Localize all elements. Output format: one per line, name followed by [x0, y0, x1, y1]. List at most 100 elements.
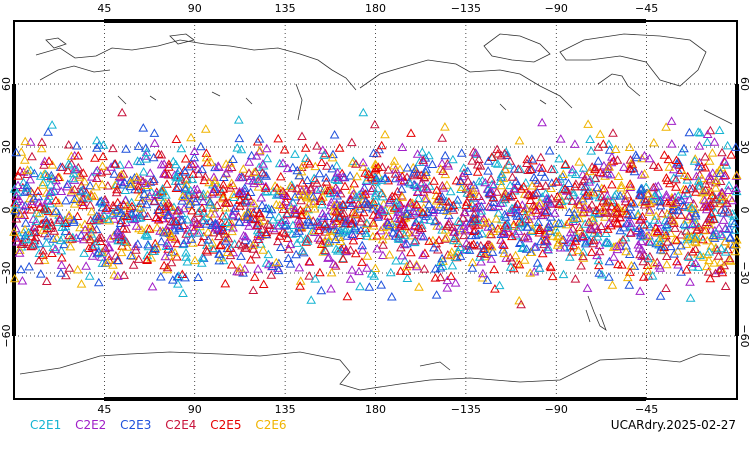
- occultation-marker: [253, 264, 263, 273]
- occultation-marker: [332, 246, 343, 255]
- occultation-marker: [336, 244, 347, 253]
- legend-item-c2e3: C2E3: [120, 418, 152, 432]
- occultation-marker: [499, 209, 510, 219]
- occultation-marker: [472, 215, 483, 224]
- occultation-marker: [254, 134, 265, 143]
- occultation-marker: [140, 230, 151, 239]
- occultation-marker: [11, 199, 21, 209]
- occultation-marker: [37, 180, 48, 189]
- occultation-marker: [458, 163, 469, 172]
- occultation-marker: [78, 168, 89, 177]
- occultation-marker: [73, 150, 84, 160]
- occultation-marker: [113, 235, 124, 245]
- occultation-marker: [641, 196, 651, 205]
- occultation-marker: [621, 208, 632, 218]
- occultation-marker: [580, 219, 591, 228]
- occultation-marker: [443, 219, 454, 229]
- occultation-marker: [338, 254, 348, 263]
- occultation-marker: [9, 227, 19, 236]
- occultation-marker: [65, 213, 76, 223]
- occultation-marker: [370, 164, 381, 174]
- occultation-marker: [156, 159, 167, 169]
- occultation-marker: [320, 227, 331, 236]
- occultation-marker: [590, 173, 601, 182]
- occultation-marker: [538, 210, 548, 220]
- occultation-marker: [64, 210, 74, 219]
- occultation-marker: [268, 214, 278, 224]
- occultation-marker: [493, 148, 503, 158]
- occultation-marker: [427, 159, 438, 168]
- occultation-marker: [376, 204, 387, 214]
- occultation-marker: [419, 172, 430, 182]
- occultation-marker: [592, 231, 603, 241]
- occultation-marker: [90, 239, 101, 249]
- occultation-marker: [633, 209, 643, 218]
- occultation-marker: [16, 147, 27, 156]
- occultation-marker: [435, 272, 446, 282]
- occultation-marker: [313, 233, 324, 242]
- occultation-marker: [491, 213, 502, 223]
- occultation-marker: [63, 139, 74, 149]
- occultation-marker: [561, 195, 572, 204]
- occultation-marker: [190, 196, 201, 206]
- occultation-marker: [218, 193, 228, 203]
- occultation-marker: [440, 150, 451, 160]
- occultation-marker: [429, 205, 440, 214]
- occultation-marker: [470, 230, 481, 240]
- occultation-marker: [12, 187, 23, 197]
- occultation-marker: [122, 242, 133, 251]
- occultation-marker: [620, 196, 631, 206]
- occultation-marker: [180, 192, 190, 202]
- dataset-caption: UCARdry.2025-02-27: [610, 418, 736, 432]
- occultation-marker: [18, 177, 29, 187]
- occultation-marker: [168, 205, 178, 214]
- occultation-marker: [71, 165, 82, 174]
- occultation-marker: [91, 173, 102, 182]
- occultation-marker: [535, 152, 546, 162]
- occultation-marker: [309, 173, 319, 182]
- occultation-marker: [661, 189, 672, 199]
- occultation-marker: [487, 247, 498, 256]
- occultation-marker: [693, 127, 704, 136]
- occultation-marker: [288, 220, 298, 229]
- occultation-marker: [714, 125, 725, 134]
- occultation-marker: [20, 136, 31, 146]
- occultation-marker: [306, 191, 317, 200]
- occultation-marker: [264, 220, 275, 229]
- occultation-marker: [14, 194, 24, 203]
- occultation-marker: [399, 239, 410, 249]
- occultation-marker: [119, 177, 130, 187]
- occultation-marker: [389, 156, 400, 165]
- occultation-marker: [492, 187, 502, 196]
- occultation-marker: [402, 273, 413, 282]
- occultation-marker: [279, 144, 290, 154]
- occultation-marker: [52, 217, 62, 227]
- occultation-marker: [668, 204, 679, 214]
- occultation-marker: [710, 183, 721, 192]
- occultation-marker: [53, 198, 64, 207]
- occultation-marker: [228, 154, 238, 163]
- occultation-marker: [16, 239, 27, 248]
- occultation-marker: [206, 209, 216, 218]
- occultation-marker: [396, 242, 406, 252]
- occultation-marker: [406, 247, 416, 257]
- occultation-marker: [468, 226, 479, 235]
- occultation-marker: [205, 199, 216, 209]
- occultation-marker: [201, 211, 212, 221]
- occultation-marker: [486, 187, 497, 196]
- bottom-edge-bar: [104, 397, 646, 401]
- occultation-marker: [85, 215, 96, 224]
- occultation-marker: [589, 207, 600, 217]
- occultation-marker: [483, 222, 494, 231]
- occultation-marker: [156, 149, 167, 159]
- occultation-marker: [648, 182, 659, 192]
- right-edge-bar: [735, 84, 739, 336]
- occultation-marker: [467, 218, 478, 227]
- occultation-marker: [349, 209, 360, 218]
- occultation-marker: [287, 162, 298, 172]
- occultation-marker: [130, 241, 141, 251]
- occultation-marker: [341, 246, 352, 256]
- occultation-marker: [666, 116, 677, 125]
- occultation-marker: [405, 259, 415, 268]
- occultation-marker: [331, 160, 342, 170]
